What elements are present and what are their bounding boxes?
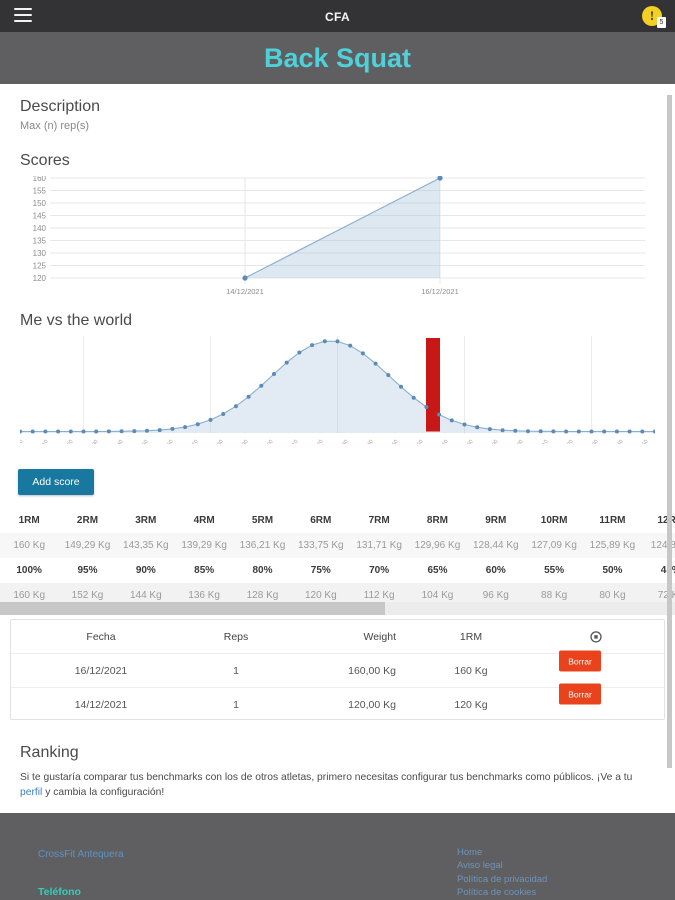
svg-text:210: 210 xyxy=(540,439,550,444)
svg-text:230: 230 xyxy=(590,439,600,444)
svg-text:140: 140 xyxy=(33,224,47,233)
svg-text:90: 90 xyxy=(241,439,249,444)
svg-text:40: 40 xyxy=(116,439,124,444)
svg-text:180: 180 xyxy=(465,439,475,444)
svg-text:120: 120 xyxy=(33,274,47,283)
svg-text:80: 80 xyxy=(216,439,224,444)
svg-text:220: 220 xyxy=(565,439,575,444)
svg-text:70: 70 xyxy=(191,439,199,444)
svg-text:135: 135 xyxy=(33,237,47,246)
svg-text:240: 240 xyxy=(615,439,625,444)
svg-text:50: 50 xyxy=(141,439,149,444)
svg-text:200: 200 xyxy=(515,439,525,444)
svg-text:190: 190 xyxy=(490,439,500,444)
svg-text:160: 160 xyxy=(33,176,47,183)
svg-text:20: 20 xyxy=(66,439,74,444)
svg-text:130: 130 xyxy=(33,249,47,258)
svg-text:100: 100 xyxy=(265,439,275,444)
svg-text:16/12/2021: 16/12/2021 xyxy=(421,287,459,296)
svg-text:160: 160 xyxy=(415,439,425,444)
svg-text:130: 130 xyxy=(340,439,350,444)
svg-text:170: 170 xyxy=(440,439,450,444)
svg-text:10: 10 xyxy=(41,439,49,444)
svg-text:150: 150 xyxy=(390,439,400,444)
svg-text:250: 250 xyxy=(640,439,650,444)
svg-text:155: 155 xyxy=(33,187,47,196)
svg-text:120: 120 xyxy=(315,439,325,444)
svg-text:145: 145 xyxy=(33,212,47,221)
svg-text:140: 140 xyxy=(365,439,375,444)
svg-text:150: 150 xyxy=(33,199,47,208)
svg-text:14/12/2021: 14/12/2021 xyxy=(226,287,264,296)
svg-text:0: 0 xyxy=(20,439,25,444)
svg-text:30: 30 xyxy=(91,439,99,444)
svg-text:125: 125 xyxy=(33,262,47,271)
svg-text:110: 110 xyxy=(290,439,300,444)
svg-text:60: 60 xyxy=(166,439,174,444)
